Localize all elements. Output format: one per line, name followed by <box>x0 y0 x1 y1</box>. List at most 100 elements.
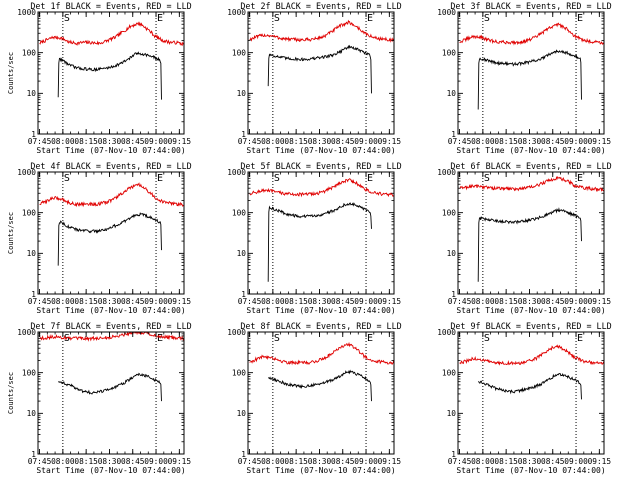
x-axis-label: Start Time (07-Nov-10 07:44:00) <box>246 146 395 155</box>
x-tick-label: 08:45 <box>541 457 565 466</box>
marker-label-e: E <box>367 333 373 344</box>
marker-label-e: E <box>367 173 373 184</box>
marker-label-e: E <box>577 13 583 24</box>
y-tick-label: 100 <box>232 48 246 57</box>
y-tick-label: 1000 <box>437 328 456 337</box>
x-tick-label: 09:15 <box>378 137 402 146</box>
series-events-line <box>57 51 162 100</box>
x-tick-label: 07:45 <box>448 297 472 306</box>
x-tick-label: 09:00 <box>354 457 378 466</box>
marker-label-e: E <box>577 173 583 184</box>
y-tick-label: 1000 <box>17 8 36 17</box>
x-tick-label: 08:30 <box>308 297 332 306</box>
x-tick-label: 08:30 <box>518 137 542 146</box>
y-tick-label: 1000 <box>437 8 456 17</box>
series-lld-line <box>459 22 604 46</box>
x-tick-label: 08:00 <box>51 457 75 466</box>
y-tick-label: 1000 <box>227 8 246 17</box>
x-tick-label: 08:15 <box>74 457 98 466</box>
x-tick-label: 08:30 <box>98 457 122 466</box>
y-tick-label: 10 <box>27 89 37 98</box>
detector-panel-2: Det 2f BLACK = Events, RED = LLD Start Ti… <box>227 1 401 155</box>
x-tick-label: 08:15 <box>284 457 308 466</box>
y-axis-label: Counts/sec <box>7 212 15 254</box>
x-axis-label: Start Time (07-Nov-10 07:44:00) <box>246 306 395 315</box>
y-tick-label: 100 <box>22 208 36 217</box>
x-tick-label: 09:15 <box>168 457 192 466</box>
x-tick-label: 08:30 <box>518 297 542 306</box>
detector-panel-5: Det 5f BLACK = Events, RED = LLD Start Ti… <box>227 161 401 315</box>
panel-title: Det 5f BLACK = Events, RED = LLD <box>240 161 401 171</box>
y-tick-label: 100 <box>442 368 456 377</box>
series-lld-line <box>459 175 604 193</box>
x-tick-label: 08:15 <box>284 137 308 146</box>
marker-label-e: E <box>577 333 583 344</box>
x-tick-label: 08:45 <box>541 297 565 306</box>
x-tick-label: 09:00 <box>564 297 588 306</box>
detector-panel-6: Det 6f BLACK = Events, RED = LLD Start Ti… <box>437 161 611 315</box>
detector-panel-7: Det 7f BLACK = Events, RED = LLD Counts/s… <box>7 321 192 475</box>
series-events-line <box>267 202 372 282</box>
plot-frame <box>247 171 395 295</box>
x-tick-label: 08:30 <box>98 297 122 306</box>
detector-panel-8: Det 8f BLACK = Events, RED = LLD Start Ti… <box>227 321 401 475</box>
x-tick-label: 07:45 <box>28 297 52 306</box>
y-tick-label: 10 <box>27 409 37 418</box>
x-tick-label: 08:15 <box>494 137 518 146</box>
marker-label-s: S <box>274 13 280 24</box>
x-axis-label: Start Time (07-Nov-10 07:44:00) <box>456 306 605 315</box>
y-tick-label: 10 <box>237 409 247 418</box>
series-lld-line <box>459 344 604 366</box>
y-tick-label: 1000 <box>17 168 36 177</box>
y-tick-label: 1000 <box>17 328 36 337</box>
x-tick-label: 07:45 <box>28 137 52 146</box>
x-tick-label: 08:00 <box>471 137 495 146</box>
y-tick-label: 10 <box>447 89 457 98</box>
y-tick-label: 100 <box>442 208 456 217</box>
x-tick-label: 09:00 <box>564 457 588 466</box>
x-tick-label: 09:00 <box>354 137 378 146</box>
series-lld-line <box>249 19 394 43</box>
x-tick-label: 08:00 <box>261 137 285 146</box>
x-tick-label: 08:15 <box>284 297 308 306</box>
series-events-line <box>478 373 582 400</box>
y-tick-label: 100 <box>22 48 36 57</box>
marker-label-s: S <box>484 333 490 344</box>
y-tick-label: 100 <box>232 368 246 377</box>
plot-frame <box>457 11 605 135</box>
y-tick-label: 1000 <box>437 168 456 177</box>
x-tick-label: 08:45 <box>541 137 565 146</box>
series-events-line <box>477 207 582 282</box>
series-events-line <box>268 369 372 402</box>
x-tick-label: 08:15 <box>494 297 518 306</box>
x-tick-label: 08:45 <box>331 297 355 306</box>
y-tick-label: 1 <box>241 450 246 459</box>
x-tick-label: 09:00 <box>144 297 168 306</box>
plot-frame <box>457 171 605 295</box>
x-tick-label: 09:00 <box>144 457 168 466</box>
x-tick-label: 07:45 <box>448 137 472 146</box>
y-tick-label: 1 <box>31 450 36 459</box>
y-tick-label: 100 <box>22 368 36 377</box>
series-events-line <box>57 212 162 266</box>
detector-panel-9: Det 9f BLACK = Events, RED = LLD Start Ti… <box>437 321 611 475</box>
plot-frame <box>247 11 395 135</box>
x-tick-label: 07:45 <box>238 457 262 466</box>
x-tick-label: 09:00 <box>354 297 378 306</box>
x-axis-label: Start Time (07-Nov-10 07:44:00) <box>36 306 185 315</box>
x-axis-label: Start Time (07-Nov-10 07:44:00) <box>456 146 605 155</box>
marker-label-s: S <box>484 13 490 24</box>
x-tick-label: 08:30 <box>308 457 332 466</box>
marker-label-s: S <box>64 173 70 184</box>
x-tick-label: 09:15 <box>588 137 612 146</box>
x-tick-label: 09:15 <box>378 297 402 306</box>
y-tick-label: 1 <box>241 290 246 299</box>
y-tick-label: 1 <box>451 130 456 139</box>
series-lld-line <box>39 182 184 208</box>
marker-label-e: E <box>157 333 163 344</box>
series-events-line <box>58 372 162 402</box>
panel-title: Det 8f BLACK = Events, RED = LLD <box>240 321 401 331</box>
marker-label-s: S <box>274 173 280 184</box>
x-tick-label: 08:00 <box>51 297 75 306</box>
